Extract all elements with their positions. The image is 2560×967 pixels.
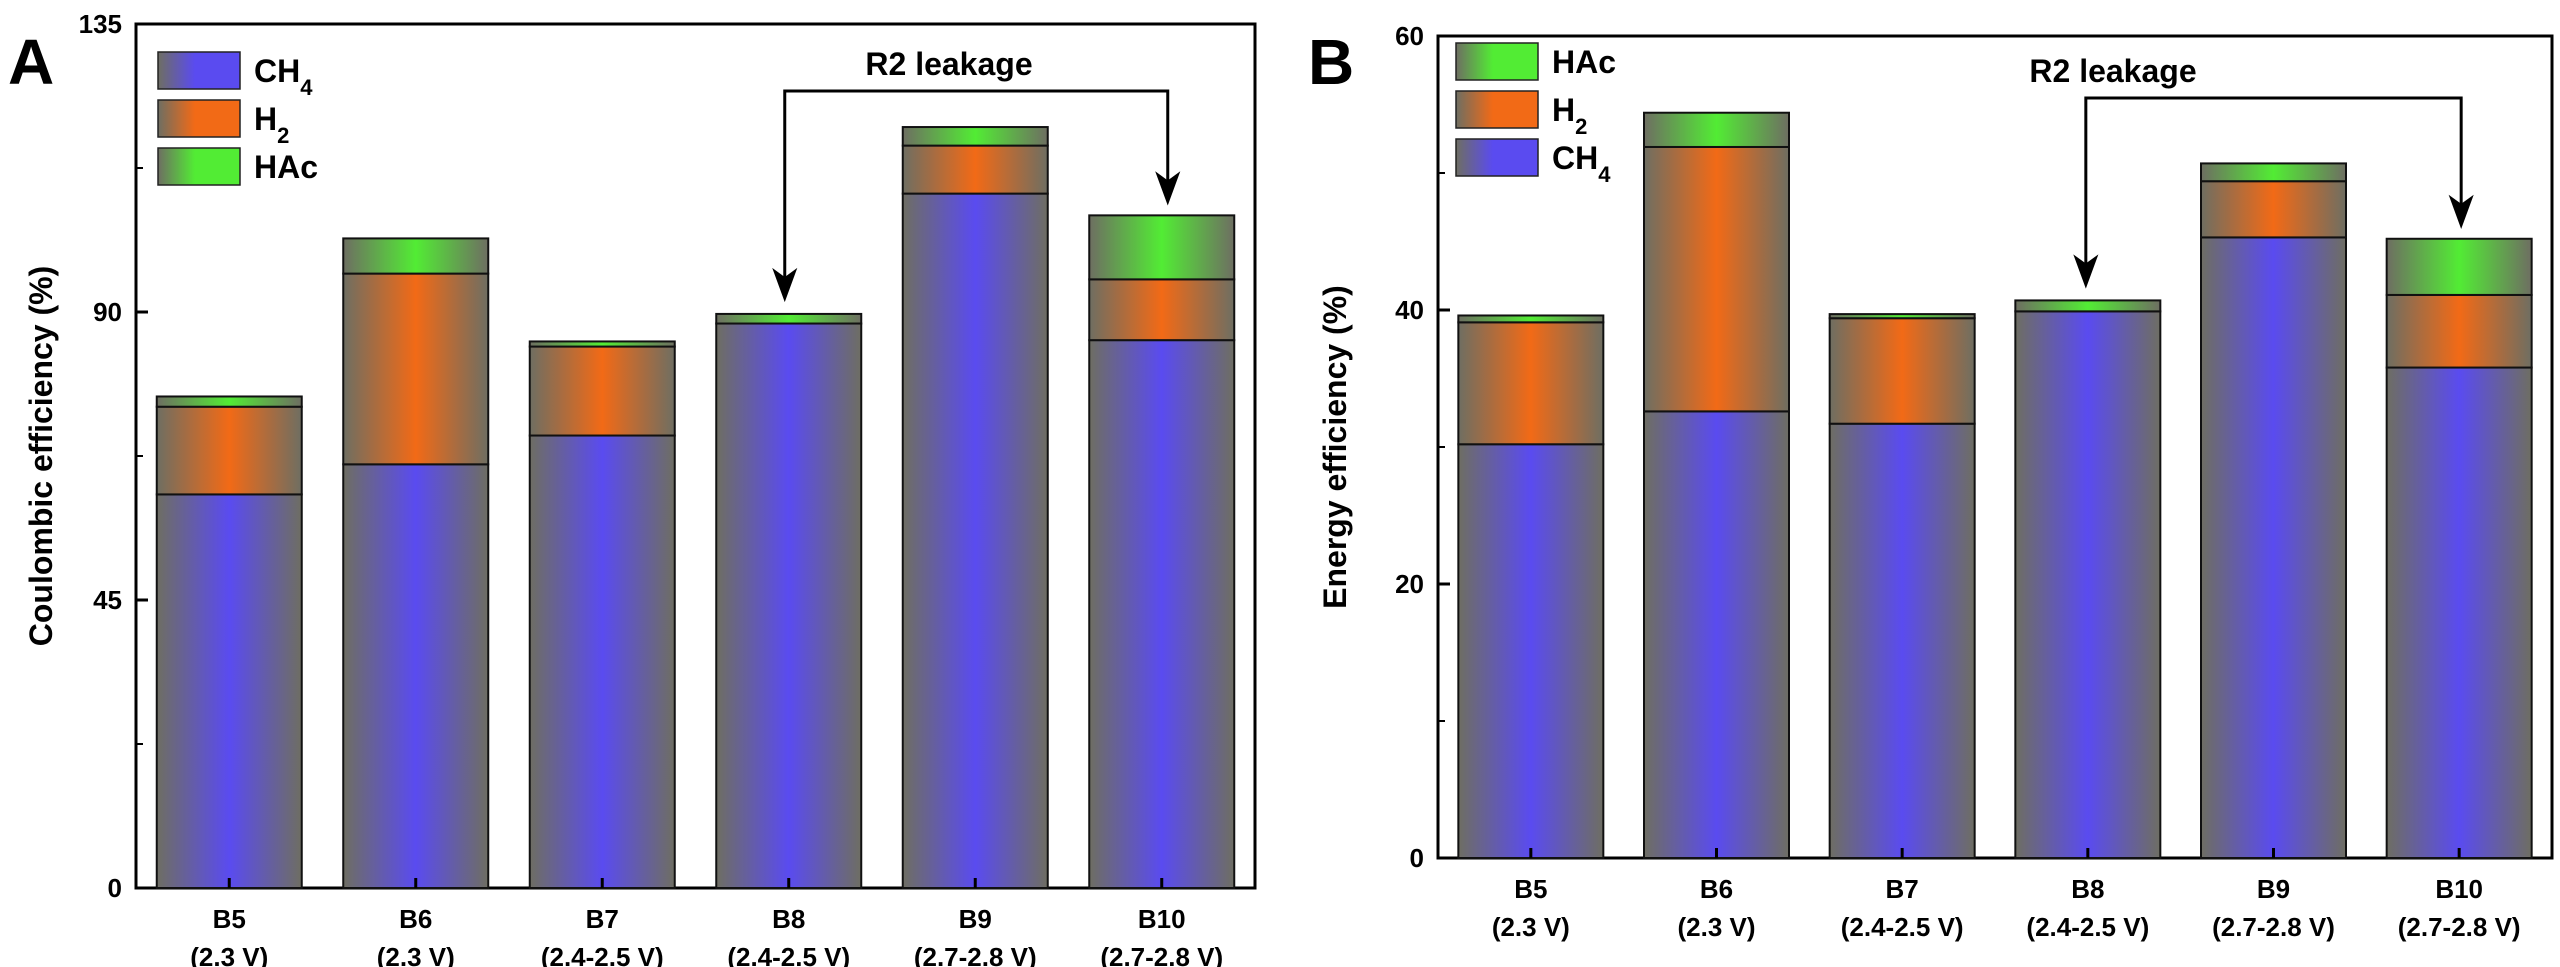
y-tick-label: 45 (93, 585, 122, 615)
bar-hac-4 (2014, 299, 2162, 313)
bar-h2-3 (528, 345, 676, 437)
bar-hac-2 (1643, 111, 1790, 148)
legend-label-h2: H2 (1552, 92, 1587, 139)
bar-hac-3 (1828, 313, 1976, 320)
bar-h2-5 (2200, 180, 2347, 239)
legend-swatch-h2 (1455, 90, 1539, 129)
legend-label-hac: HAc (1552, 44, 1616, 80)
annotation-arrow-line (783, 89, 1170, 278)
bar-ch4-2 (342, 463, 490, 889)
bar-hac-2 (342, 237, 490, 275)
x-tick-label: B10 (2.7-2.8 V) (2398, 874, 2521, 942)
x-tick-label: B5 (2.3 V) (190, 904, 268, 967)
bar-h2-3 (1828, 317, 1976, 425)
bar-hac-1 (1457, 314, 1605, 324)
bar-ch4-6 (1088, 339, 1236, 890)
bar-ch4-4 (715, 322, 863, 889)
bar-ch4-2 (1643, 410, 1790, 859)
x-tick-label: B6 (2.3 V) (1677, 874, 1755, 942)
bar-hac-6 (1088, 214, 1236, 281)
y-tick-label: 0 (108, 873, 122, 903)
legend-swatch-hac (157, 147, 241, 186)
bar-h2-5 (901, 144, 1049, 195)
legend-label-h2: H2 (254, 101, 289, 148)
legend-label-ch4: CH4 (1552, 140, 1611, 187)
y-tick-label: 135 (79, 9, 122, 39)
legend-swatch-ch4 (1455, 138, 1539, 177)
x-tick-label: B8 (2.4-2.5 V) (2026, 874, 2149, 942)
bar-h2-2 (342, 272, 490, 466)
bar-ch4-1 (1457, 443, 1605, 859)
x-tick-label: B6 (2.3 V) (377, 904, 455, 967)
x-tick-label: B5 (2.3 V) (1492, 874, 1570, 942)
x-tick-label: B8 (2.4-2.5 V) (727, 904, 850, 967)
bar-ch4-4 (2014, 310, 2162, 859)
legend-swatch-ch4 (157, 51, 241, 90)
bar-h2-1 (1457, 321, 1605, 446)
legend-swatch-hac (1455, 42, 1539, 81)
legend-label-hac: HAc (254, 149, 318, 185)
y-tick-label: 20 (1395, 569, 1424, 599)
annotation-arrow-line (2084, 96, 2463, 265)
bar-ch4-5 (2200, 236, 2347, 859)
bar-h2-1 (155, 405, 303, 496)
plot-frame (1436, 34, 2554, 860)
y-tick-label: 90 (93, 297, 122, 327)
panel-letter: B (1308, 26, 1354, 98)
bar-ch4-1 (155, 493, 303, 889)
y-tick-label: 0 (1410, 843, 1424, 873)
x-tick-label: B7 (2.4-2.5 V) (1841, 874, 1964, 942)
bar-h2-6 (2385, 293, 2533, 369)
bar-hac-5 (901, 126, 1049, 147)
bar-ch4-3 (1828, 422, 1976, 859)
annotation-arrowhead (2448, 194, 2474, 229)
panel-a: A 0 45 90 135 Coulombic efficiency (%) B5 (2.3 … (8, 9, 1257, 967)
annotation-arrowhead (1155, 171, 1181, 206)
x-tick-label: B7 (2.4-2.5 V) (541, 904, 664, 967)
annotation-text: R2 leakage (2029, 53, 2196, 89)
bar-ch4-5 (901, 192, 1049, 890)
legend-label-ch4: CH4 (254, 53, 313, 100)
y-axis-title: Coulombic efficiency (%) (23, 266, 59, 647)
x-tick-label: B9 (2.7-2.8 V) (2212, 874, 2335, 942)
bar-h2-2 (1643, 145, 1790, 413)
bar-hac-1 (155, 395, 303, 408)
y-tick-label: 60 (1395, 21, 1424, 51)
annotation-text: R2 leakage (865, 46, 1032, 82)
bar-ch4-6 (2385, 366, 2533, 859)
legend-swatch-h2 (157, 99, 241, 138)
bar-h2-6 (1088, 278, 1236, 342)
bar-hac-5 (2200, 162, 2347, 183)
bar-hac-3 (528, 340, 676, 348)
x-tick-label: B9 (2.7-2.8 V) (914, 904, 1037, 967)
panel-b: B 0 20 40 60 Energy efficiency (%) B5 (2.3 V) B6… (1308, 21, 2554, 942)
annotation-arrowhead (2073, 254, 2099, 289)
bar-hac-4 (715, 312, 863, 325)
x-tick-label: B10 (2.7-2.8 V) (1100, 904, 1223, 967)
panel-letter: A (8, 26, 54, 98)
bar-ch4-3 (528, 434, 676, 889)
y-tick-label: 40 (1395, 295, 1424, 325)
annotation-arrowhead (772, 267, 798, 303)
bar-hac-6 (2385, 237, 2533, 296)
y-axis-title: Energy efficiency (%) (1317, 285, 1353, 609)
